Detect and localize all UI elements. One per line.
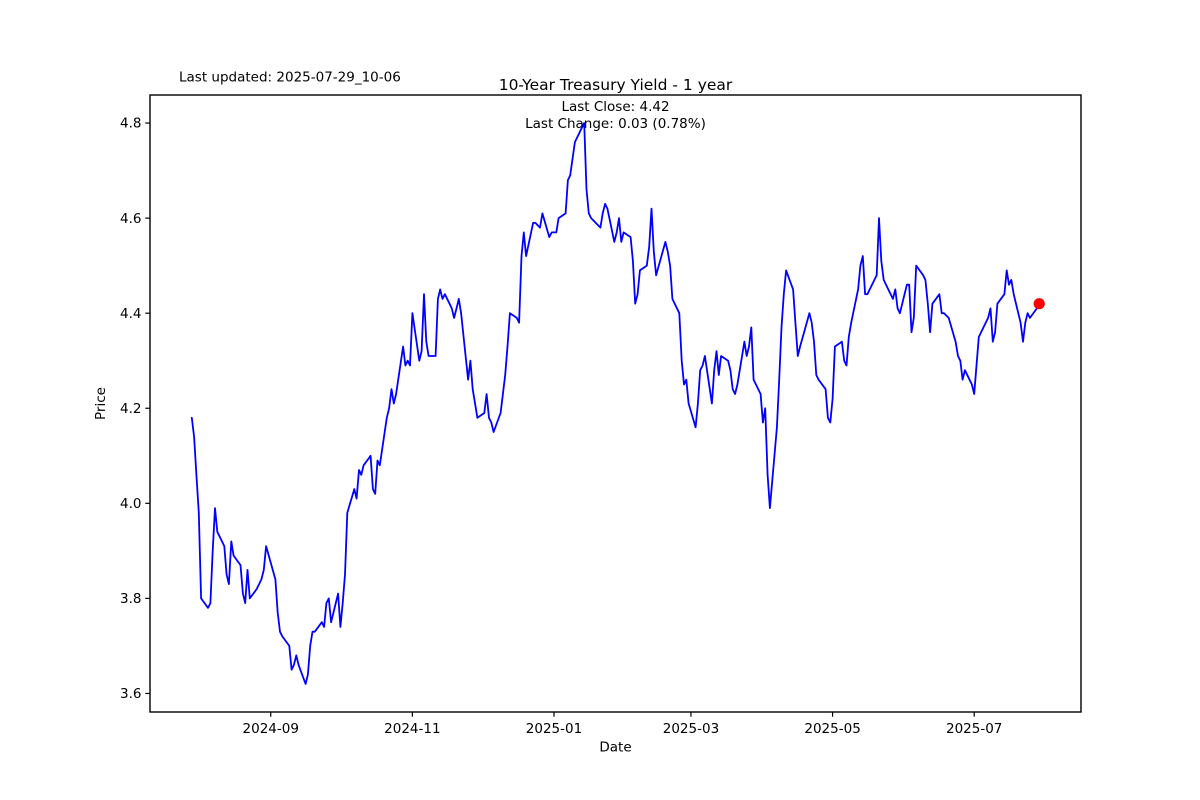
- axes-frame: [149, 94, 1082, 713]
- x-tick-label: 2025-01: [526, 721, 582, 737]
- y-tick-label: 4.6: [120, 211, 141, 227]
- x-tick-label: 2024-11: [384, 721, 440, 737]
- x-tick-label: 2025-03: [663, 721, 719, 737]
- last-updated-text: Last updated: 2025-07-29_10-06: [179, 70, 401, 86]
- chart-title: 10-Year Treasury Yield - 1 year: [499, 76, 733, 94]
- y-tick-label: 4.8: [120, 116, 141, 132]
- x-tick-label: 2025-05: [804, 721, 860, 737]
- y-axis-label: Price: [93, 387, 109, 420]
- plot-layer: 3.6 3.8 4.0 4.2 4.4 4.6 4.8 2024-09 2024-11 2025-…: [120, 116, 1045, 737]
- y-tick-label: 4.2: [120, 401, 141, 417]
- y-tick-label: 4.4: [120, 306, 141, 322]
- last-close-annotation: Last Close: 4.42: [561, 99, 669, 115]
- x-axis-label: Date: [599, 740, 631, 756]
- y-tick-label: 3.8: [120, 591, 141, 607]
- y-tick-label: 4.0: [120, 496, 141, 512]
- last-close-marker: [1033, 298, 1045, 310]
- y-tick-label: 3.6: [120, 686, 141, 702]
- last-change-annotation: Last Change: 0.03 (0.78%): [525, 116, 706, 132]
- x-tick-label: 2025-07: [946, 721, 1002, 737]
- x-tick-label: 2024-09: [243, 721, 299, 737]
- price-line: [190, 122, 1041, 685]
